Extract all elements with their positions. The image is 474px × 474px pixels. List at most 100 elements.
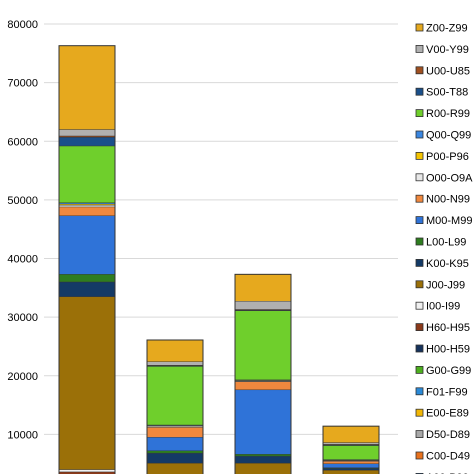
bar-segment-J00-J99 [322,469,380,474]
bar-stack-4 [322,425,380,474]
bar-segment-V00-Y99 [146,361,204,366]
legend-label: D50-D89 [426,429,470,441]
legend-swatch [415,130,424,139]
legend-label: J00-J99 [426,279,465,291]
bar-segment-Z00-Z99 [234,274,292,302]
bar-segment-M00-M99 [58,215,116,275]
legend-label: V00-Y99 [426,44,469,56]
bar-segment-Z00-Z99 [146,339,204,362]
legend-item: S00-T88 [415,87,468,99]
legend-label: E00-E89 [426,408,469,420]
legend-label: O00-O9A [426,172,473,184]
bar-outline [322,425,380,474]
bar-segment-K00-K95 [322,468,380,471]
legend-label: N00-N99 [426,194,470,206]
bar-segment-K00-K95 [58,281,116,297]
legend-item: Q00-Q99 [415,130,471,142]
legend-swatch [415,451,424,460]
bar-outline [58,45,116,474]
legend-swatch [415,301,424,310]
legend-label: Q00-Q99 [426,130,471,142]
bar-segment-R00-R99 [58,145,116,204]
legend-label: R00-R99 [426,108,470,120]
legend-item: H00-H59 [415,344,470,356]
legend-swatch [415,45,424,53]
legend-label: L00-L99 [426,237,466,249]
legend-swatch [415,173,424,182]
legend-item: F01-F99 [415,386,468,398]
bar-segment-Z00-Z99 [58,45,116,130]
bar-segment-I00-I99 [58,469,116,473]
bar-outline [146,339,204,474]
legend-label: Z00-Z99 [426,23,468,35]
legend-label: H00-H59 [426,344,470,356]
legend-label: F01-F99 [426,386,468,398]
legend-label: S00-T88 [426,87,468,99]
bar-stack-3 [234,273,292,474]
legend-label: G00-G99 [426,365,471,377]
bars [58,45,380,474]
bar-segment-J00-J99 [58,296,116,470]
bar-segment-R00-R99 [322,445,380,460]
legend-label: A00-B99 [426,472,469,474]
legend-swatch [415,151,424,160]
bar-stack-2 [146,339,204,474]
legend-swatch [415,87,424,96]
legend-swatch [415,365,424,374]
bar-segment-N00-N99 [234,381,292,391]
legend-label: H60-H95 [426,322,470,334]
legend-item: C00-D49 [415,451,470,463]
y-tick-label: 70000 [7,78,38,90]
legend-swatch [415,430,424,439]
legend-item: P00-P96 [415,151,469,163]
legend-swatch [415,258,424,267]
legend-swatch [415,216,424,225]
legend-swatch [415,344,424,353]
legend-item: R00-R99 [415,108,470,120]
bar-segment-V00-Y99 [234,301,292,310]
bar-segment-R00-R99 [234,310,292,381]
legend-swatch [415,23,424,32]
bar-segment-N00-N99 [146,427,204,438]
legend-item: D50-D89 [415,429,470,441]
bar-segment-K00-K95 [234,455,292,464]
legend: Z00-Z99 V00-Y99 U00-U85 S00-T88 R00-R99 Q00-Q… [415,23,473,474]
legend-swatch [415,194,424,203]
legend-swatch [415,280,424,289]
bar-segment-L00-L99 [234,454,292,457]
legend-swatch [415,387,424,396]
legend-item: Z00-Z99 [415,23,468,35]
bar-segment-J00-J99 [146,462,204,474]
legend-swatch [415,237,424,246]
bar-segment-M00-M99 [234,389,292,455]
legend-item: I00-I99 [415,301,460,313]
bar-outline [234,273,292,474]
y-tick-label: 50000 [7,195,38,207]
y-tick-label: 80000 [7,19,38,31]
y-tick-label: 40000 [7,254,38,266]
bar-segment-M00-M99 [322,463,380,468]
legend-item: V00-Y99 [415,44,469,56]
legend-item: O00-O9A [415,172,473,184]
bar-segment-N00-N99 [322,461,380,464]
legend-item: M00-M99 [415,215,472,227]
y-tick-label: 60000 [7,136,38,148]
legend-swatch [415,109,424,117]
legend-swatch [415,323,424,332]
legend-item: G00-G99 [415,365,471,377]
legend-swatch [415,408,424,417]
legend-item: U00-U85 [415,65,470,77]
bar-stack-1 [58,45,116,474]
legend-item: E00-E89 [415,408,469,420]
legend-label: M00-M99 [426,215,472,227]
bar-segment-O00-O9A [58,204,116,208]
legend-swatch [415,66,424,75]
legend-item: K00-K95 [415,258,469,270]
legend-label: C00-D49 [426,451,470,463]
y-tick-label: 30000 [7,312,38,324]
bar-segment-V00-Y99 [58,129,116,137]
bar-segment-L00-L99 [58,274,116,283]
legend-item: H60-H95 [415,322,470,334]
y-axis: 10000 20000 30000 40000 50000 60000 70000 80000 [7,19,38,441]
